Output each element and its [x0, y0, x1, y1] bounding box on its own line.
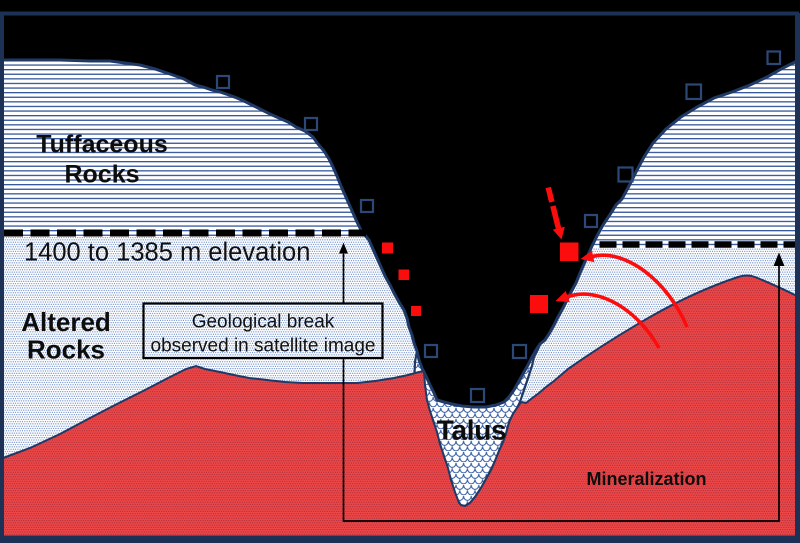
- svg-text:Tuffaceous: Tuffaceous: [36, 131, 168, 159]
- svg-text:Rocks: Rocks: [64, 161, 139, 189]
- svg-text:Mineralization: Mineralization: [586, 469, 706, 489]
- svg-text:Altered: Altered: [21, 307, 111, 337]
- svg-text:observed in satellite image: observed in satellite image: [151, 336, 376, 357]
- svg-text:Geological break: Geological break: [192, 312, 335, 333]
- svg-text:Rocks: Rocks: [27, 335, 105, 365]
- svg-text:1400 to 1385 m elevation: 1400 to 1385 m elevation: [24, 239, 310, 267]
- svg-text:Talus: Talus: [437, 415, 507, 446]
